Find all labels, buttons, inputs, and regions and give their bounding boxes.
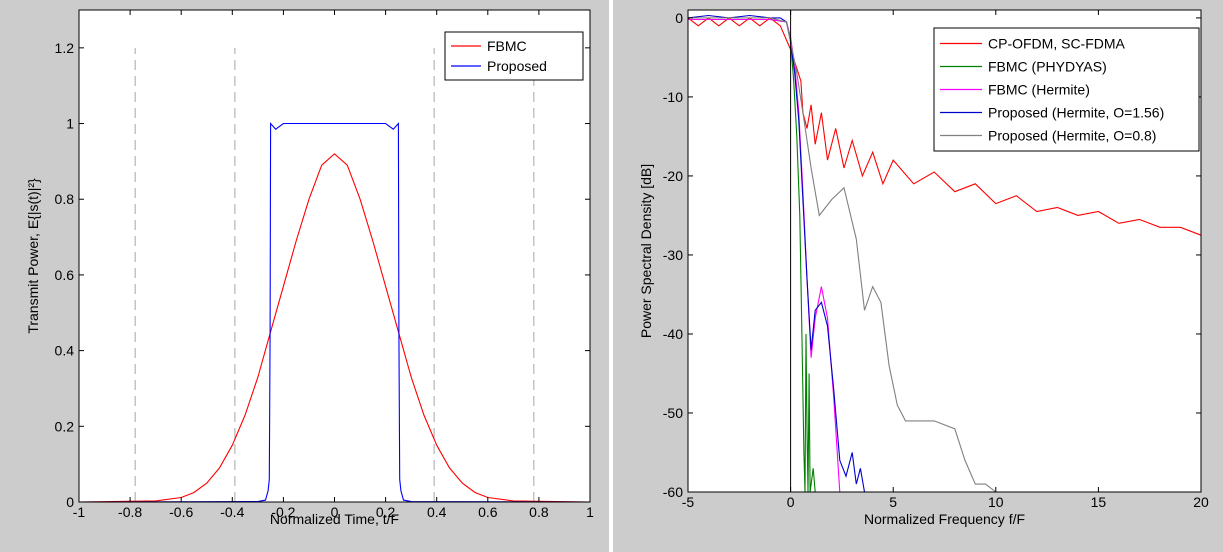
y-tick-label: 0.8 <box>55 191 75 207</box>
y-tick-label: -60 <box>663 484 683 500</box>
x-tick-label: 0.8 <box>529 504 549 520</box>
x-axis-label: Normalized Frequency f/F <box>864 511 1025 527</box>
y-tick-label: 1.2 <box>55 40 75 56</box>
x-tick-label: 5 <box>889 494 897 510</box>
series-line <box>688 17 997 493</box>
x-tick-label: 0.2 <box>376 504 396 520</box>
x-tick-label: -0.8 <box>118 504 142 520</box>
x-tick-label: 0 <box>787 494 795 510</box>
y-tick-label: -30 <box>663 247 683 263</box>
y-tick-label: 0 <box>675 10 683 26</box>
legend-label: FBMC <box>487 38 527 54</box>
panel-divider <box>609 0 613 552</box>
y-tick-label: -50 <box>663 405 683 421</box>
left-chart: -1 -0.8 -0.6 -0.4 -0.2 0 0.2 0.4 0.6 0.8 1 0 0.2 0.4 0… <box>25 9 594 527</box>
legend-label: FBMC (PHYDYAS) <box>988 59 1107 75</box>
legend-label: Proposed (Hermite, O=1.56) <box>988 105 1164 121</box>
y-tick-label: 0 <box>66 494 74 510</box>
legend-label: Proposed <box>487 58 547 74</box>
x-tick-label: 0.4 <box>427 504 447 520</box>
plot-area <box>79 10 590 502</box>
x-tick-label: 10 <box>988 494 1004 510</box>
x-tick-label: -0.4 <box>220 504 244 520</box>
y-tick-label: -10 <box>663 89 683 105</box>
x-tick-label: 0 <box>331 504 339 520</box>
y-tick-label: -20 <box>663 168 683 184</box>
series-line <box>78 153 591 503</box>
axes-frame <box>687 9 1202 493</box>
x-tick-label: -0.2 <box>271 504 295 520</box>
y-tick-label: 0.2 <box>55 418 75 434</box>
legend-label: Proposed (Hermite, O=0.8) <box>988 128 1156 144</box>
y-tick-label: -40 <box>663 326 683 342</box>
right-chart: -5 0 5 10 15 200-10-20-30-40-50-60Normalized … <box>638 9 1209 527</box>
x-axis-label: Normalized Time, t/F <box>270 511 399 527</box>
x-tick-label: -0.6 <box>169 504 193 520</box>
legend-label: CP-OFDM, SC-FDMA <box>988 36 1126 52</box>
y-tick-label: 1 <box>66 116 74 132</box>
series-line <box>78 122 591 503</box>
series-line <box>687 17 1202 236</box>
legend-label: FBMC (Hermite) <box>988 82 1090 98</box>
right-chart-panel: -5 0 5 10 15 20 0 -10 -20 -30 -40 -50 -60 Normalized … <box>613 0 1223 552</box>
x-tick-label: 15 <box>1091 494 1107 510</box>
x-tick-label: 0.6 <box>478 504 498 520</box>
x-tick-label: -1 <box>73 504 86 520</box>
x-tick-label: 20 <box>1193 494 1209 510</box>
left-chart-panel: -1 -0.8 -0.6 -0.4 -0.2 0 0.2 0.4 0.6 0.8 1 0 0.2 0.4 0… <box>0 0 609 552</box>
series-line <box>687 14 866 493</box>
y-tick-label: 0.4 <box>55 343 75 359</box>
y-tick-label: 0.6 <box>55 267 75 283</box>
legend-box <box>444 31 584 81</box>
y-axis-label: Power Spectral Density [dB] <box>638 164 654 338</box>
x-tick-label: 1 <box>586 504 594 520</box>
x-tick-label: -5 <box>682 494 695 510</box>
y-axis-label: Transmit Power, E{|s(t)|²} <box>25 178 41 334</box>
